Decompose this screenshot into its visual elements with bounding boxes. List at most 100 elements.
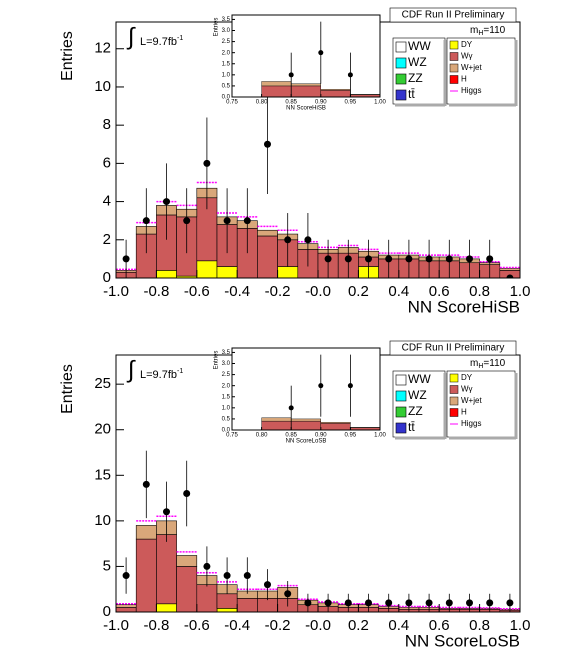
legend-label: tt̄ (408, 87, 415, 101)
x-tick-label: -0.2 (265, 617, 291, 634)
stack-segment (291, 418, 322, 422)
x-tick-label: 0.95 (345, 433, 357, 439)
data-point (264, 581, 271, 589)
header: CDF Run II Preliminary (402, 343, 505, 354)
data-point (183, 217, 191, 225)
legend-label: DY (461, 40, 473, 49)
stack-segment (196, 260, 218, 278)
legend-label: Higgs (461, 419, 481, 428)
legend-swatch (395, 390, 407, 402)
y-tick-label: 1.5 (222, 394, 231, 400)
stack-segment (291, 83, 322, 87)
legend-swatch (449, 75, 459, 84)
data-point (466, 255, 473, 263)
stack-segment (291, 85, 322, 97)
stack-segment (156, 270, 177, 278)
axes-frame (231, 347, 381, 431)
stack-segment (216, 593, 238, 609)
data-point (324, 599, 332, 607)
data-point (324, 255, 332, 263)
data-point (344, 599, 352, 607)
legend-label: ZZ (408, 71, 423, 85)
stack-segment (135, 525, 157, 540)
legend-label: WW (408, 372, 431, 386)
mass-label: mH=110 (470, 25, 506, 37)
x-axis-label: NN ScoreHiSB (286, 106, 326, 112)
x-tick-label: -1.0 (103, 283, 129, 300)
data-point (344, 255, 352, 263)
x-tick-label: 0.90 (315, 100, 327, 106)
y-tick-label: 15 (94, 466, 111, 483)
y-tick-label: 3.0 (222, 361, 231, 367)
stack-segment (135, 538, 157, 612)
data-point (486, 255, 494, 263)
lumi-exp: -1 (177, 35, 183, 42)
stack-segment (499, 268, 520, 271)
stack-segment (320, 89, 351, 91)
legend-swatch (449, 408, 459, 417)
x-tick-label: -0.4 (224, 283, 250, 300)
plot-frame (232, 15, 380, 97)
mass-val: =110 (483, 25, 505, 36)
x-tick-label: 0.80 (256, 100, 268, 106)
stack-segment (116, 604, 137, 608)
y-tick-label: 0.0 (222, 95, 231, 101)
x-tick-label: 0.2 (348, 617, 369, 634)
x-tick-label: 0.6 (429, 617, 450, 634)
data-point (122, 255, 130, 263)
y-tick-label: 0.5 (222, 416, 231, 422)
stack-segment (176, 566, 198, 612)
data-point (288, 405, 294, 411)
plot-area (116, 94, 520, 278)
y-tick-label: 0 (103, 603, 111, 620)
x-axis-label: NN ScoreLoSB (405, 631, 520, 650)
legend-label: DY (461, 373, 473, 382)
stack-segment (156, 534, 177, 605)
y-tick-label: 12 (94, 40, 111, 57)
axes-frame (231, 14, 381, 98)
data-point (405, 255, 413, 263)
data-point (203, 562, 211, 570)
lumi-label: L=9.7fb-1 (140, 368, 183, 381)
y-tick-label: 1.0 (222, 405, 231, 411)
y-tick-label: 8 (103, 116, 111, 133)
data-point (288, 72, 294, 78)
stack-segment (176, 555, 198, 567)
legend-label: Higgs (461, 86, 481, 95)
x-tick-label: -0.8 (143, 617, 169, 634)
y-tick-label: 0 (103, 269, 111, 286)
x-tick-label: 0.90 (315, 433, 327, 439)
x-tick-label: 0.4 (388, 283, 409, 300)
stack-segment (320, 90, 351, 97)
lumi-text: L=9.7fb (140, 369, 177, 381)
x-tick-label: 0.75 (226, 433, 238, 439)
data-point (223, 572, 231, 580)
legend-swatch (395, 406, 407, 418)
legend-label: ZZ (408, 404, 423, 418)
x-tick-label: 1.00 (374, 100, 386, 106)
y-tick-label: 25 (94, 375, 111, 392)
stack-segment (320, 423, 351, 430)
legend-label: Wγ (461, 52, 473, 61)
mass-m: m (470, 358, 478, 369)
x-axis-label: NN ScoreLoSB (286, 439, 327, 445)
stack-segment (257, 235, 278, 278)
stack-segment (216, 266, 238, 278)
x-tick-label: 0.8 (469, 283, 490, 300)
x-tick-label: 1.00 (374, 433, 386, 439)
stack-segment (261, 81, 292, 87)
header: CDF Run II Preliminary (402, 10, 505, 21)
stack-segment (320, 422, 351, 424)
legend-box-right (446, 370, 516, 438)
plot-frame (232, 348, 380, 430)
stack-segment (257, 598, 278, 612)
data-point (466, 599, 473, 607)
legend-swatch (449, 40, 459, 50)
y-tick-label: 3.5 (222, 17, 231, 23)
data-point (445, 255, 453, 263)
data-point (318, 383, 324, 389)
y-tick-label: 20 (94, 421, 111, 438)
y-tick-label: 3.5 (222, 350, 231, 356)
mass-sub: H (478, 363, 483, 370)
